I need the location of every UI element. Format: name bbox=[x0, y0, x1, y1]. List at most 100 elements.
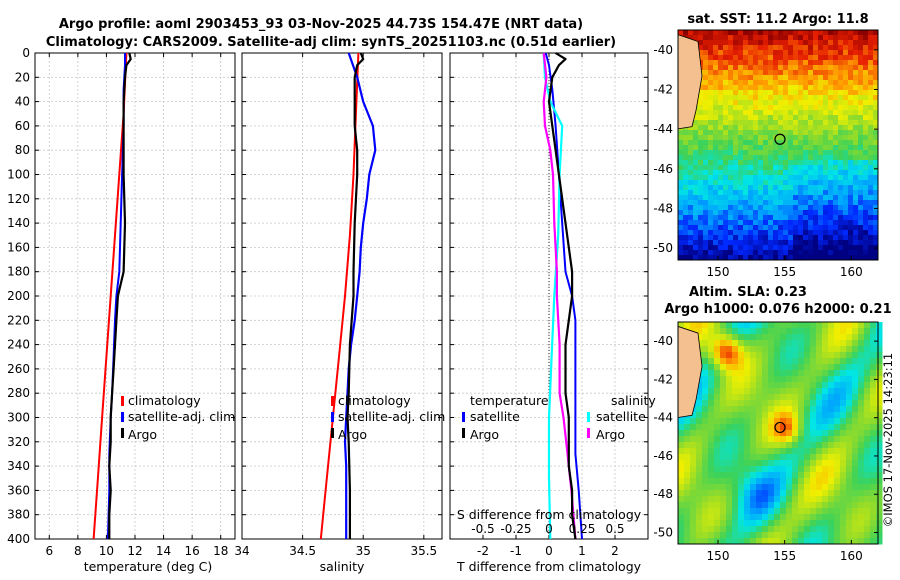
map-cell bbox=[720, 538, 727, 545]
map-cell bbox=[853, 140, 859, 146]
map-cell bbox=[858, 145, 864, 151]
map-cell bbox=[786, 484, 793, 491]
map-cell bbox=[873, 185, 879, 191]
map-cell bbox=[792, 508, 799, 515]
map-cell bbox=[876, 328, 883, 335]
map-cell bbox=[868, 250, 874, 256]
map-cell bbox=[858, 538, 865, 545]
map-cell bbox=[793, 45, 799, 51]
map-cell bbox=[708, 195, 714, 201]
map-cell bbox=[778, 215, 784, 221]
map-cell bbox=[818, 140, 824, 146]
map-cell bbox=[708, 165, 714, 171]
map-cell bbox=[810, 442, 817, 449]
map-cell bbox=[818, 75, 824, 81]
map-cell bbox=[848, 135, 854, 141]
map-cell bbox=[780, 364, 787, 371]
map-cell bbox=[828, 532, 835, 539]
map-cell bbox=[843, 45, 849, 51]
map-cell bbox=[840, 346, 847, 353]
map-cell bbox=[738, 496, 745, 503]
map-cell bbox=[750, 526, 757, 533]
map-cell bbox=[783, 115, 789, 121]
map-cell bbox=[828, 115, 834, 121]
map-cell bbox=[852, 388, 859, 395]
map-cell bbox=[858, 230, 864, 236]
map-cell bbox=[753, 205, 759, 211]
map-cell bbox=[873, 95, 879, 101]
map-cell bbox=[828, 430, 835, 437]
map-cell bbox=[813, 210, 819, 216]
map-cell bbox=[793, 210, 799, 216]
map-cell bbox=[863, 255, 869, 261]
map-cell bbox=[853, 90, 859, 96]
depth-tick-label: 220 bbox=[7, 313, 30, 327]
map-cell bbox=[714, 430, 721, 437]
map-cell bbox=[693, 120, 699, 126]
map-cell bbox=[823, 45, 829, 51]
map-cell bbox=[868, 65, 874, 71]
map-cell bbox=[833, 60, 839, 66]
map-cell bbox=[756, 418, 763, 425]
map-cell bbox=[728, 155, 734, 161]
map-cell bbox=[848, 40, 854, 46]
map-cell bbox=[774, 490, 781, 497]
map-cell bbox=[864, 532, 871, 539]
map-cell bbox=[848, 115, 854, 121]
map-cell bbox=[858, 50, 864, 56]
map-cell bbox=[840, 394, 847, 401]
map-cell bbox=[703, 245, 709, 251]
map-cell bbox=[723, 245, 729, 251]
map-cell bbox=[816, 454, 823, 461]
map-cell bbox=[853, 95, 859, 101]
map-cell bbox=[803, 130, 809, 136]
map-cell bbox=[780, 532, 787, 539]
map-cell bbox=[744, 532, 751, 539]
depth-tick-label: 80 bbox=[15, 143, 30, 157]
map-cell bbox=[696, 508, 703, 515]
map-cell bbox=[838, 240, 844, 246]
map-cell bbox=[823, 215, 829, 221]
map-cell bbox=[688, 160, 694, 166]
s-tick-label: -0.5 bbox=[471, 522, 494, 536]
map-cell bbox=[708, 125, 714, 131]
map-cell bbox=[858, 115, 864, 121]
map-cell bbox=[853, 120, 859, 126]
map-cell bbox=[693, 210, 699, 216]
map-cell bbox=[876, 436, 883, 443]
map-cell bbox=[698, 250, 704, 256]
map-cell bbox=[852, 340, 859, 347]
map-cell bbox=[810, 328, 817, 335]
map-cell bbox=[733, 215, 739, 221]
map-cell bbox=[846, 352, 853, 359]
map-cell bbox=[792, 400, 799, 407]
map-cell bbox=[828, 406, 835, 413]
map-cell bbox=[738, 394, 745, 401]
map-cell bbox=[753, 225, 759, 231]
map-cell bbox=[780, 508, 787, 515]
map-cell bbox=[753, 120, 759, 126]
map-cell bbox=[818, 190, 824, 196]
map-cell bbox=[738, 418, 745, 425]
map-cell bbox=[810, 382, 817, 389]
map-cell bbox=[768, 502, 775, 509]
map-cell bbox=[823, 240, 829, 246]
map-cell bbox=[713, 180, 719, 186]
map-cell bbox=[743, 145, 749, 151]
map-cell bbox=[858, 502, 865, 509]
map-cell bbox=[738, 135, 744, 141]
map-cell bbox=[876, 448, 883, 455]
map-cell bbox=[848, 185, 854, 191]
map-cell bbox=[708, 85, 714, 91]
map-cell bbox=[756, 358, 763, 365]
map-cell bbox=[813, 130, 819, 136]
map-cell bbox=[733, 150, 739, 156]
map-cell bbox=[864, 406, 871, 413]
map-cell bbox=[714, 370, 721, 377]
map-cell bbox=[783, 180, 789, 186]
map-cell bbox=[768, 70, 774, 76]
map-cell bbox=[723, 95, 729, 101]
map-cell bbox=[744, 442, 751, 449]
map-cell bbox=[684, 526, 691, 533]
map-cell bbox=[753, 135, 759, 141]
